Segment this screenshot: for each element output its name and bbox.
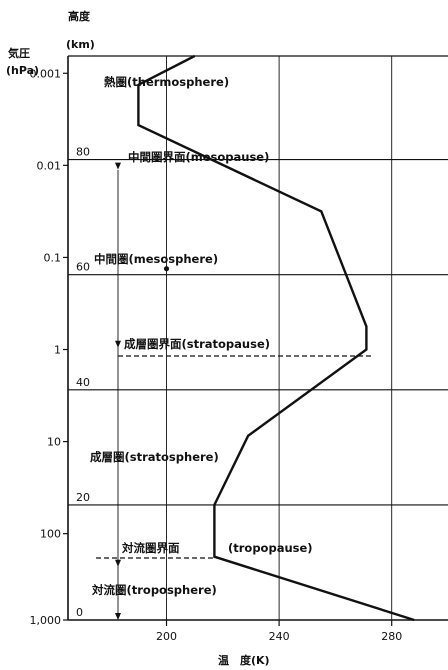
mesosphere-label: 中間圏(mesosphere) (94, 252, 218, 266)
vertical-gridlines (166, 56, 393, 620)
y-right-label-2: (km) (66, 38, 95, 51)
pressure-tick-label-0.1: 0.1 (44, 251, 62, 264)
tropopause-en-label: (tropopause) (228, 541, 313, 555)
y-left-label-1: 気圧 (8, 46, 30, 60)
troposphere-label: 対流圏(troposphere) (91, 583, 217, 597)
temperature-series-line (137, 54, 415, 622)
pressure-tick-label-0.01: 0.01 (37, 159, 62, 172)
altitude-tick-label-40: 40 (76, 376, 90, 389)
y-left-label-2: (hPa) (6, 64, 39, 77)
y-right-label-1: 高度 (68, 9, 91, 23)
pressure-tick-label-0.001: 0.001 (30, 67, 62, 80)
horizontal-gridlines (68, 159, 448, 506)
altitude-tick-label-60: 60 (76, 261, 90, 274)
pressure-tick-label-10: 10 (47, 436, 61, 449)
mesopause-label: 中間圏界面(mesopause) (128, 150, 269, 164)
layer-marker-0 (115, 162, 121, 170)
tropopause-ja-label: 対流圏界面 (121, 541, 180, 555)
x-ticks: 200 240 280 (156, 620, 402, 643)
x-axis-label: 温 度(K) (218, 653, 270, 667)
layer-marker-1 (115, 340, 121, 348)
layer-marker-2 (115, 559, 121, 567)
pressure-tick-label-1,000: 1,000 (30, 614, 62, 627)
x-tick-label-280: 280 (381, 630, 402, 643)
altitude-tick-label-0: 0 (76, 606, 83, 619)
altitude-tick-label-20: 20 (76, 491, 90, 504)
layer-marker-3 (115, 613, 121, 620)
thermosphere-label: 熱圏(thermosphere) (104, 75, 229, 89)
pressure-ticks: 0.001 0.01 0.1 1 10 100 1,000 (30, 67, 68, 627)
x-tick-label-200: 200 (156, 630, 177, 643)
stratosphere-label: 成層圏(stratosphere) (90, 450, 219, 464)
x-tick-label-240: 240 (269, 630, 290, 643)
altitude-ticks: 0 20 40 60 80 (76, 146, 90, 619)
altitude-tick-label-80: 80 (76, 146, 90, 159)
stratopause-label: 成層圏界面(stratopause) (124, 337, 270, 351)
layer-markers (115, 162, 170, 620)
dot-marker (163, 266, 170, 272)
pressure-tick-label-1: 1 (54, 344, 61, 357)
pressure-tick-label-100: 100 (40, 528, 61, 541)
